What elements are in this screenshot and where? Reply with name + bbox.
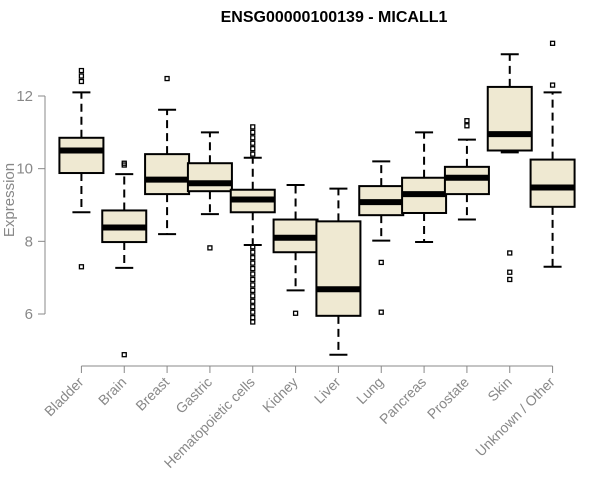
box-group-liver bbox=[315, 187, 362, 356]
chart-title: ENSG00000100139 - MICALL1 bbox=[221, 9, 448, 26]
outlier-point bbox=[250, 293, 256, 299]
box-group-lung bbox=[358, 160, 405, 315]
box-group-brain bbox=[101, 160, 148, 358]
box-group-prostate bbox=[443, 118, 490, 221]
outlier-point bbox=[378, 309, 384, 315]
outlier-point bbox=[250, 265, 256, 272]
outlier-point bbox=[207, 245, 213, 251]
box-group-gastric bbox=[186, 131, 233, 251]
box-iqr bbox=[315, 220, 362, 317]
outlier-point bbox=[250, 260, 256, 266]
boxes bbox=[58, 40, 576, 358]
outlier-point bbox=[250, 309, 256, 315]
box-group-kidney bbox=[272, 184, 319, 316]
outlier-point bbox=[250, 146, 256, 152]
outlier-point bbox=[78, 264, 85, 270]
outlier-point bbox=[250, 276, 256, 283]
outlier-point bbox=[378, 259, 384, 266]
x-tick-label: Prostate bbox=[424, 374, 472, 422]
outlier-point bbox=[250, 135, 256, 141]
outlier-point bbox=[250, 287, 256, 294]
outlier-point bbox=[78, 67, 85, 74]
y-tick-label: 6 bbox=[25, 306, 33, 323]
x-tick-label: Kidney bbox=[259, 374, 301, 416]
outlier-point bbox=[549, 40, 556, 46]
x-tick-label: Brain bbox=[95, 374, 129, 408]
outlier-point bbox=[292, 310, 299, 316]
outlier-point bbox=[464, 118, 470, 124]
outlier-point bbox=[250, 244, 256, 250]
x-tick-label: Breast bbox=[132, 374, 172, 414]
outlier-point bbox=[250, 151, 256, 157]
y-tick-label: 10 bbox=[16, 161, 33, 178]
outlier-point bbox=[250, 319, 256, 325]
x-tick-label: Pancreas bbox=[376, 374, 429, 427]
box-iqr bbox=[529, 158, 576, 208]
outlier-point bbox=[507, 269, 513, 275]
box-iqr bbox=[186, 162, 233, 193]
outlier-point bbox=[121, 162, 127, 168]
outlier-point bbox=[164, 75, 170, 82]
axes: 6 8 10 12 bbox=[16, 88, 554, 373]
outlier-point bbox=[250, 304, 256, 310]
x-tick-label: Liver bbox=[311, 374, 344, 407]
outlier-point bbox=[250, 124, 256, 130]
box-iqr bbox=[144, 153, 191, 196]
outlier-point bbox=[507, 250, 513, 256]
outlier-point bbox=[250, 129, 256, 135]
box-group-breast bbox=[144, 75, 191, 236]
x-tick-label: Lung bbox=[353, 374, 386, 407]
y-tick-label: 8 bbox=[25, 233, 33, 250]
outlier-point bbox=[121, 352, 127, 358]
box-group-skin bbox=[486, 53, 533, 283]
x-tick-label: Gastric bbox=[172, 374, 215, 417]
box-iqr bbox=[58, 136, 105, 175]
box-group-unknown-other bbox=[529, 40, 576, 268]
box-group-bladder bbox=[58, 67, 105, 270]
outlier-point bbox=[250, 249, 256, 255]
outlier-point bbox=[464, 123, 470, 129]
outlier-point bbox=[507, 276, 513, 283]
outlier-point bbox=[250, 314, 256, 321]
x-tick-label: Unknown / Other bbox=[472, 374, 558, 460]
box-group-pancreas bbox=[401, 131, 448, 244]
y-axis-label: Expression bbox=[1, 163, 18, 237]
outlier-point bbox=[78, 78, 85, 85]
y-tick-label: 12 bbox=[16, 88, 33, 105]
outlier-point bbox=[250, 255, 256, 261]
outlier-point bbox=[549, 82, 556, 88]
outlier-point bbox=[250, 282, 256, 288]
outlier-point bbox=[250, 140, 256, 146]
box-iqr bbox=[486, 85, 533, 152]
outlier-point bbox=[78, 73, 85, 79]
outlier-point bbox=[250, 271, 256, 277]
box-group-hematopoietic-cells bbox=[229, 124, 276, 325]
x-tick-label: Bladder bbox=[41, 374, 87, 420]
x-tick-label: Skin bbox=[484, 374, 515, 405]
outlier-point bbox=[250, 298, 256, 304]
